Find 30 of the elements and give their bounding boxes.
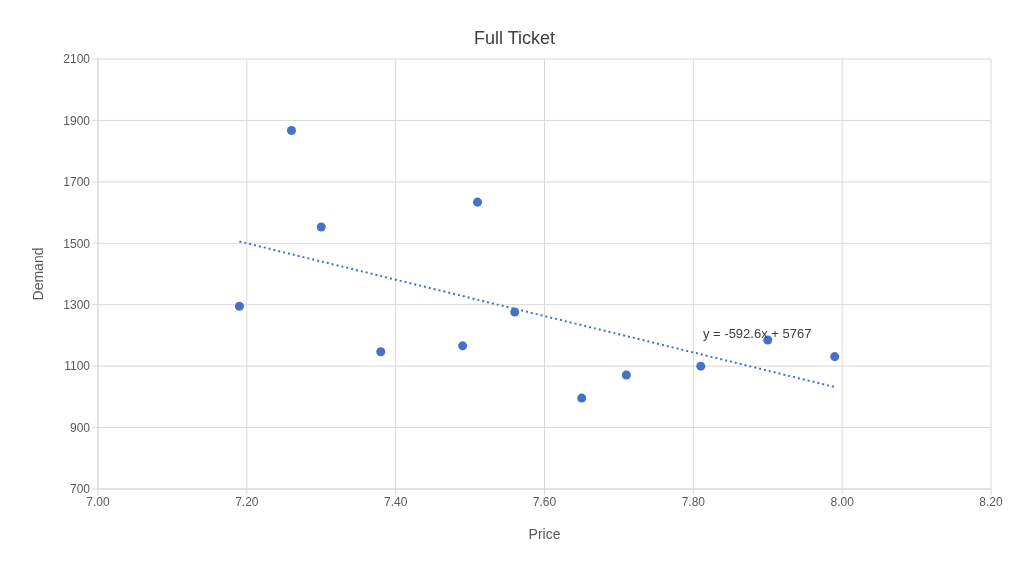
y-tick-label: 900 <box>69 420 91 435</box>
x-tick-label: 7.40 <box>383 494 408 509</box>
point <box>621 370 631 380</box>
point <box>234 301 244 311</box>
x-tick-label: 7.80 <box>681 494 706 509</box>
annotation: y = -592.6x + 5767 <box>703 326 812 341</box>
point <box>376 347 386 357</box>
x-tick-label: 8.00 <box>830 494 855 509</box>
y-tick-label: 1100 <box>64 359 91 374</box>
y-tick-label: 700 <box>69 482 91 497</box>
point <box>577 393 587 403</box>
y-tick-label: 1300 <box>63 297 91 312</box>
point <box>316 222 326 232</box>
point <box>696 361 706 371</box>
point <box>510 307 520 317</box>
x-tick-label: 7.00 <box>86 494 110 509</box>
x-tick-label: 8.20 <box>979 494 1003 509</box>
point <box>830 352 840 362</box>
chart-title: Full Ticket <box>473 27 556 49</box>
x-tick-label: 7.60 <box>532 494 557 509</box>
y-tick-label: 1900 <box>63 113 91 128</box>
point <box>286 126 296 136</box>
y-tick-label: 1700 <box>63 175 91 190</box>
point <box>473 197 483 207</box>
x-tick-label: 7.20 <box>235 494 259 509</box>
point <box>458 341 468 351</box>
y-tick-label: 2100 <box>63 52 91 67</box>
y-axis-title: Demand <box>29 247 46 301</box>
x-axis-title: Price <box>528 526 561 542</box>
y-tick-label: 1500 <box>63 236 91 251</box>
